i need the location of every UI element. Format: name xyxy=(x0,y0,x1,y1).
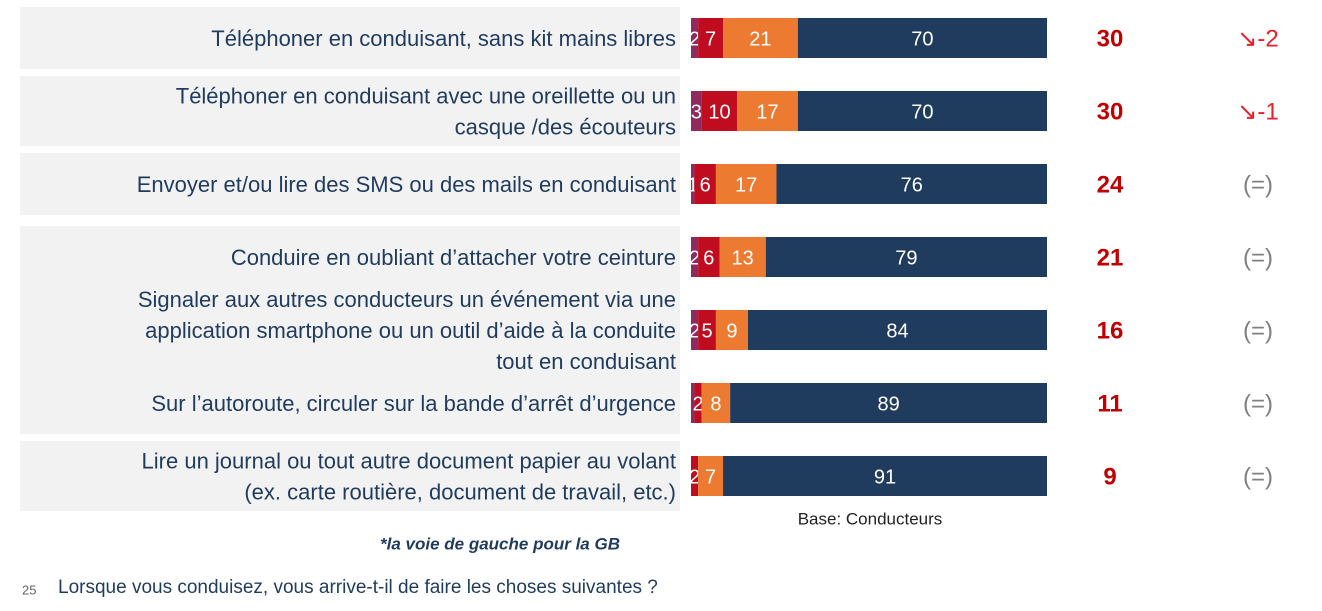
row-background xyxy=(20,7,680,69)
category-label: Signaler aux autres conducteurs un événe… xyxy=(138,287,676,312)
segment-label: 2 xyxy=(689,466,700,488)
segment-label: 1 xyxy=(687,174,698,196)
evolution: (=) xyxy=(1243,390,1273,417)
category-label: Téléphoner en conduisant, sans kit mains… xyxy=(211,26,676,51)
category-label: Téléphoner en conduisant avec une oreill… xyxy=(176,83,676,108)
segment-label: 2 xyxy=(689,320,700,342)
bar-segment xyxy=(691,310,699,350)
bar-segment xyxy=(797,91,1047,131)
bar-segment xyxy=(698,456,724,496)
question: Lorsque vous conduisez, vous arrive-t-il… xyxy=(58,577,658,598)
category-label: casque /des écouteurs xyxy=(455,114,676,139)
segment-label: 70 xyxy=(911,101,933,123)
segment-label: 2 xyxy=(693,393,704,415)
category-label: tout en conduisant xyxy=(496,349,676,374)
base-note: Base: Conducteurs xyxy=(798,509,943,528)
total-value: 9 xyxy=(1103,463,1116,490)
bar-segment xyxy=(691,18,699,58)
category-label: Envoyer et/ou lire des SMS ou des mails … xyxy=(137,172,676,197)
bar-segment xyxy=(698,18,724,58)
bar-segment xyxy=(691,456,699,496)
category-label: (ex. carte routière, document de travail… xyxy=(244,479,676,504)
total-value: 30 xyxy=(1097,25,1124,52)
evolution: ↘-1 xyxy=(1237,98,1278,125)
total-value: 21 xyxy=(1097,244,1124,271)
bar-segment xyxy=(691,237,699,277)
segment-label: 76 xyxy=(901,174,923,196)
row-background xyxy=(20,441,680,511)
segment-label: 5 xyxy=(701,320,712,342)
bar-segment xyxy=(715,310,748,350)
segment-label: 89 xyxy=(877,393,899,415)
segment-label: 70 xyxy=(911,28,933,50)
bar-segment xyxy=(701,91,738,131)
category-label: Conduire en oubliant d’attacher votre ce… xyxy=(231,245,676,270)
row-background xyxy=(20,372,680,434)
segment-label: 84 xyxy=(886,320,908,342)
row-background xyxy=(20,76,680,146)
bar-segment xyxy=(776,164,1047,204)
segment-label: 7 xyxy=(705,466,716,488)
segment-label: 17 xyxy=(735,174,757,196)
evolution: (=) xyxy=(1243,244,1273,271)
bar-segment xyxy=(719,237,766,277)
segment-label: 10 xyxy=(708,101,730,123)
total-value: 24 xyxy=(1097,171,1124,198)
segment-label: 2 xyxy=(689,28,700,50)
bar-segment xyxy=(797,18,1047,58)
total-value: 11 xyxy=(1097,390,1122,417)
bar-segment xyxy=(701,383,731,423)
bar-segment xyxy=(698,237,720,277)
segment-label: 91 xyxy=(874,466,896,488)
category-label: Sur l’autoroute, circuler sur la bande d… xyxy=(151,391,676,416)
bar-segment xyxy=(737,91,798,131)
bar-segment xyxy=(730,383,1047,423)
evolution: (=) xyxy=(1243,463,1273,490)
bar-segment xyxy=(765,237,1047,277)
row-background xyxy=(20,279,680,381)
total-value: 30 xyxy=(1097,98,1124,125)
bar-segment xyxy=(691,383,695,423)
segment-label: 2 xyxy=(689,247,700,269)
segment-label: 13 xyxy=(731,247,753,269)
segment-label: 6 xyxy=(703,247,714,269)
segment-label: 79 xyxy=(895,247,917,269)
bar-segment xyxy=(691,164,695,204)
segment-label: 6 xyxy=(700,174,711,196)
evolution: (=) xyxy=(1243,171,1273,198)
category-label: Lire un journal ou tout autre document p… xyxy=(142,448,676,473)
segment-label: 9 xyxy=(726,320,737,342)
segment-label: 7 xyxy=(705,28,716,50)
bar-segment xyxy=(723,18,798,58)
bar-segment xyxy=(747,310,1047,350)
segment-label: 8 xyxy=(710,393,721,415)
evolution: ↘-2 xyxy=(1237,25,1278,52)
row-background xyxy=(20,153,680,215)
bar-segment xyxy=(691,91,702,131)
bar-segment xyxy=(715,164,777,204)
bar-segment xyxy=(723,456,1047,496)
total-value: 16 xyxy=(1097,317,1124,344)
bar-segment xyxy=(698,310,716,350)
bar-segment xyxy=(694,383,702,423)
footnote: *la voie de gauche pour la GB xyxy=(380,534,620,553)
segment-label: 21 xyxy=(749,28,771,50)
page-number: 25 xyxy=(22,582,36,597)
category-label: application smartphone ou un outil d’aid… xyxy=(145,318,676,343)
segment-label: 3 xyxy=(691,101,702,123)
row-background xyxy=(20,226,680,288)
evolution: (=) xyxy=(1243,317,1273,344)
bar-segment xyxy=(694,164,716,204)
segment-label: 17 xyxy=(756,101,778,123)
